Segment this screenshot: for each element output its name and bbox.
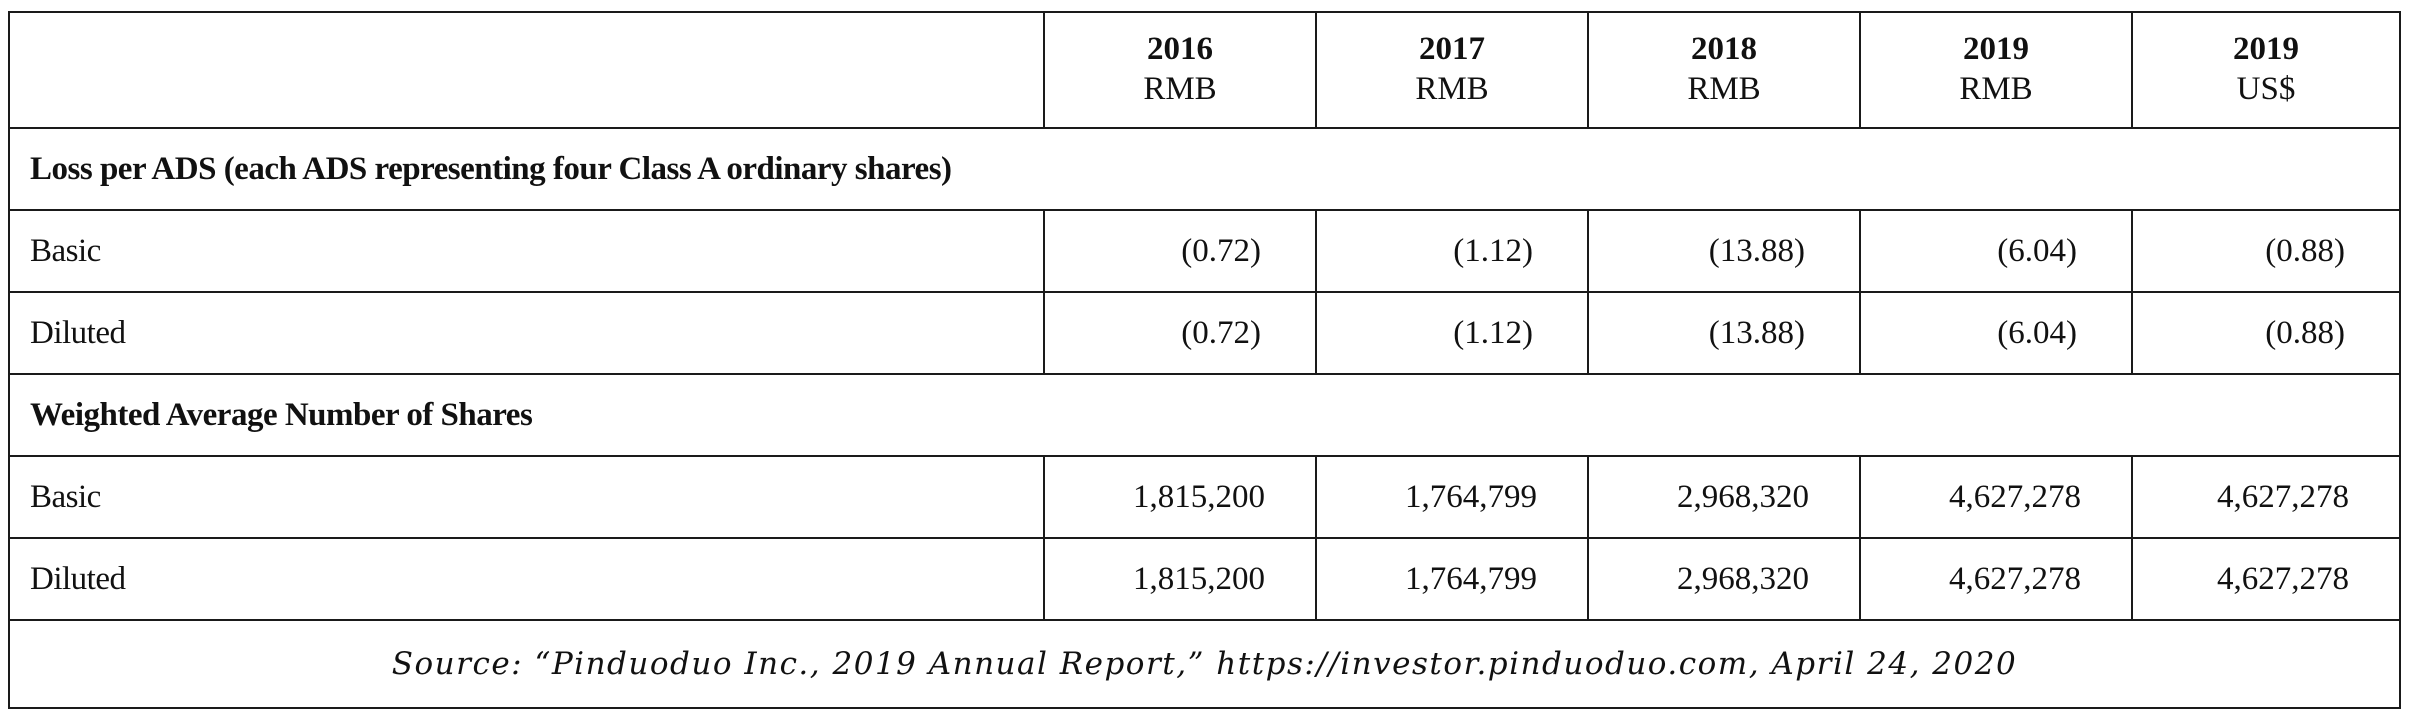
section-title: Loss per ADS (each ADS representing four… <box>8 127 2401 211</box>
column-year: 2019 <box>1963 31 2029 68</box>
table-row: Basic (0.72) (1.12) (13.88) (6.04) (0.88… <box>8 209 2401 293</box>
table-row: Basic 1,815,200 1,764,799 2,968,320 4,62… <box>8 455 2401 539</box>
header-empty-cell <box>8 11 1045 129</box>
column-year: 2017 <box>1419 31 1485 68</box>
table-cell: 4,627,278 <box>2131 455 2401 539</box>
table-cell: (0.72) <box>1043 209 1317 293</box>
table-cell: (1.12) <box>1315 291 1589 375</box>
section-header-row: Loss per ADS (each ADS representing four… <box>8 127 2401 211</box>
column-currency: RMB <box>1959 71 2033 107</box>
table-cell: 2,968,320 <box>1587 455 1861 539</box>
table-cell: (0.72) <box>1043 291 1317 375</box>
row-label: Basic <box>8 209 1045 293</box>
table-cell: 1,815,200 <box>1043 537 1317 621</box>
column-year: 2016 <box>1147 31 1213 68</box>
row-label: Basic <box>8 455 1045 539</box>
table-cell: 1,764,799 <box>1315 537 1589 621</box>
header-row: 2016 RMB 2017 RMB 2018 RMB 2019 RMB 2019… <box>8 11 2401 129</box>
loss-per-ads-table: 2016 RMB 2017 RMB 2018 RMB 2019 RMB 2019… <box>8 11 2401 709</box>
row-label: Diluted <box>8 537 1045 621</box>
section-title: Weighted Average Number of Shares <box>8 373 2401 457</box>
table-row: Diluted 1,815,200 1,764,799 2,968,320 4,… <box>8 537 2401 621</box>
table-cell: (6.04) <box>1859 209 2133 293</box>
column-currency: RMB <box>1415 71 1489 107</box>
source-citation: Source: “Pinduoduo Inc., 2019 Annual Rep… <box>8 619 2401 709</box>
table-cell: (13.88) <box>1587 291 1861 375</box>
table-cell: 4,627,278 <box>1859 537 2133 621</box>
table-cell: 1,764,799 <box>1315 455 1589 539</box>
column-year: 2018 <box>1691 31 1757 68</box>
column-currency: US$ <box>2236 71 2296 107</box>
column-header: 2017 RMB <box>1315 11 1589 129</box>
column-year: 2019 <box>2233 31 2299 68</box>
column-currency: RMB <box>1687 71 1761 107</box>
source-row: Source: “Pinduoduo Inc., 2019 Annual Rep… <box>8 619 2401 709</box>
column-header: 2016 RMB <box>1043 11 1317 129</box>
table-cell: 2,968,320 <box>1587 537 1861 621</box>
table-cell: (1.12) <box>1315 209 1589 293</box>
row-label: Diluted <box>8 291 1045 375</box>
table-cell: 4,627,278 <box>1859 455 2133 539</box>
table-cell: (6.04) <box>1859 291 2133 375</box>
table-row: Diluted (0.72) (1.12) (13.88) (6.04) (0.… <box>8 291 2401 375</box>
column-header: 2019 RMB <box>1859 11 2133 129</box>
column-currency: RMB <box>1143 71 1217 107</box>
table-cell: (0.88) <box>2131 291 2401 375</box>
table-cell: (0.88) <box>2131 209 2401 293</box>
table-cell: 1,815,200 <box>1043 455 1317 539</box>
table-cell: (13.88) <box>1587 209 1861 293</box>
section-header-row: Weighted Average Number of Shares <box>8 373 2401 457</box>
column-header: 2018 RMB <box>1587 11 1861 129</box>
column-header: 2019 US$ <box>2131 11 2401 129</box>
financial-table-container: 2016 RMB 2017 RMB 2018 RMB 2019 RMB 2019… <box>8 11 2401 709</box>
table-cell: 4,627,278 <box>2131 537 2401 621</box>
